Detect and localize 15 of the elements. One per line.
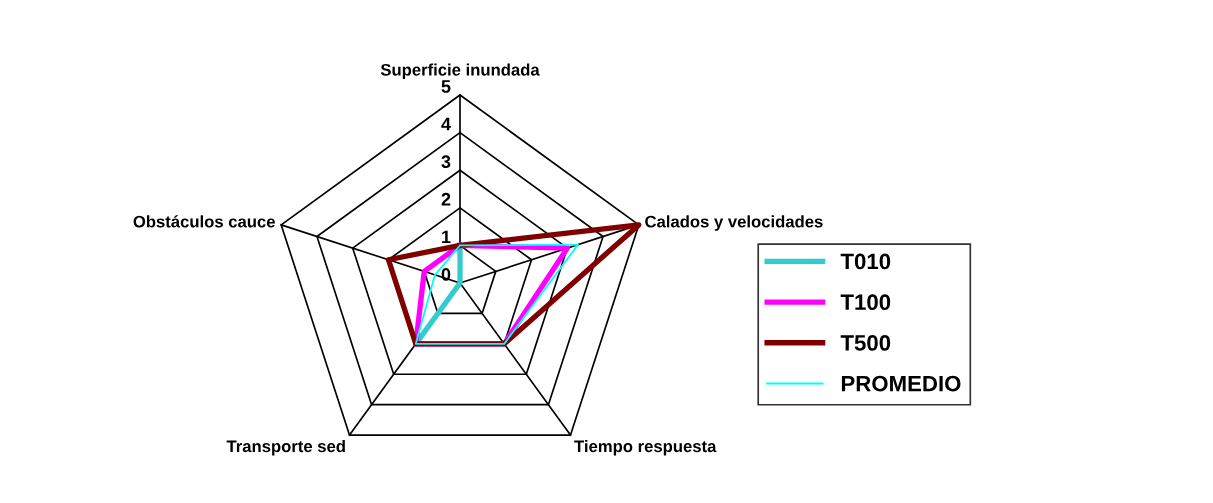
legend-label: T500 xyxy=(840,335,891,351)
legend-label: PROMEDIO xyxy=(841,375,961,392)
legend-label: T010 xyxy=(840,253,891,270)
y-tick-label: 4 xyxy=(441,117,451,131)
spoke-label: Obstáculos cauce xyxy=(133,215,275,228)
y-tick-label: 2 xyxy=(441,192,451,206)
y-tick-label: 5 xyxy=(441,80,451,93)
legend-label: T100 xyxy=(840,294,891,311)
y-tick-label: 1 xyxy=(442,230,451,244)
spoke-label: Tiempo respuesta xyxy=(574,439,717,456)
spoke-label: Transporte sed xyxy=(226,439,345,456)
spoke-label: Calados y velocidades xyxy=(645,215,823,231)
y-tick-label: 0 xyxy=(441,268,451,281)
y-tick-label: 3 xyxy=(441,155,451,169)
spoke-label: Superficie inundada xyxy=(380,63,540,79)
